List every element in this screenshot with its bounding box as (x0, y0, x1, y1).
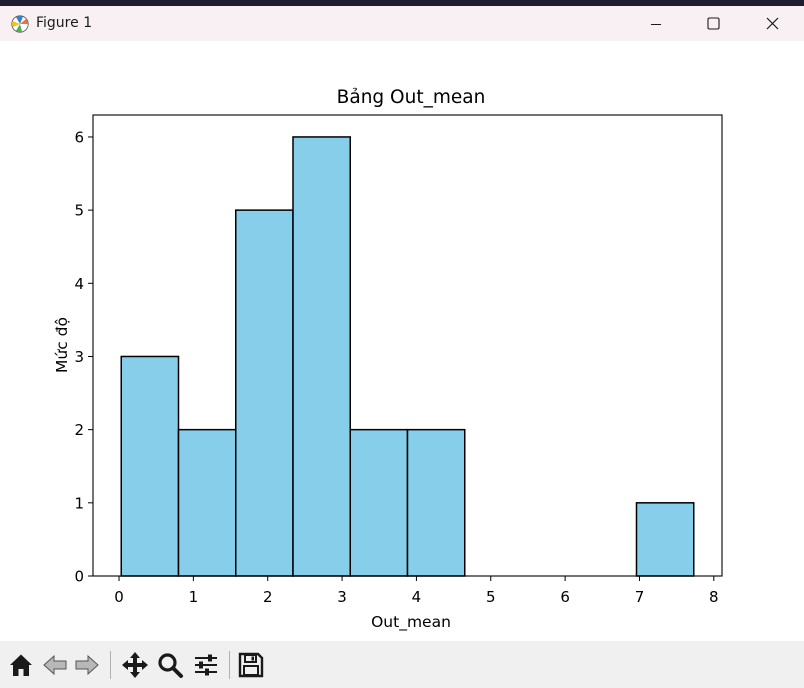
move-icon (122, 652, 148, 678)
x-tick-label: 0 (114, 588, 124, 606)
y-tick-label: 1 (74, 494, 84, 512)
toolbar-separator (229, 651, 230, 679)
navigation-toolbar (0, 641, 804, 688)
forward-button[interactable] (71, 649, 103, 681)
x-tick-label: 2 (263, 588, 273, 606)
x-tick-label: 1 (189, 588, 199, 606)
close-button[interactable] (743, 6, 801, 41)
background-editor-strip (0, 0, 804, 8)
y-tick-label: 4 (74, 275, 84, 293)
histogram-bar (406, 428, 466, 577)
close-icon (766, 17, 778, 30)
pan-button[interactable] (119, 649, 151, 681)
x-tick-label: 5 (486, 588, 496, 606)
toolbar-separator (110, 651, 111, 679)
window-titlebar[interactable]: Figure 1 (0, 6, 804, 41)
histogram-chart: Bảng Out_mean 0 1 2 3 4 5 6 7 8 0 1 2 3 4 5 6 Out_mean… (53, 87, 723, 632)
y-tick-label: 6 (74, 128, 84, 146)
forward-arrow-icon (75, 654, 99, 676)
back-arrow-icon (43, 654, 67, 676)
y-tick-label: 3 (74, 348, 84, 366)
y-tick-label: 5 (74, 202, 84, 220)
x-tick-label: 6 (560, 588, 570, 606)
figure-canvas[interactable]: Bảng Out_mean 0 1 2 3 4 5 6 7 8 0 1 2 3 4 5 6 Out_mean… (0, 41, 804, 641)
home-icon (10, 654, 32, 676)
sliders-icon (195, 654, 217, 676)
x-tick-label: 8 (709, 588, 719, 606)
minimize-icon (651, 23, 661, 25)
zoom-button[interactable] (154, 649, 186, 681)
y-axis-label: Mức độ (53, 317, 71, 373)
magnifier-icon (158, 653, 183, 678)
histogram-bar (349, 428, 409, 577)
histogram-bar (120, 355, 180, 577)
floppy-disk-icon (238, 652, 264, 678)
histogram-bar (235, 209, 294, 577)
back-button[interactable] (39, 649, 71, 681)
maximize-button[interactable] (684, 6, 742, 41)
matplotlib-logo-icon (11, 15, 29, 33)
maximize-icon (706, 17, 720, 30)
chart-title: Bảng Out_mean (337, 87, 486, 108)
histogram-bar (292, 136, 352, 577)
minimize-button[interactable] (627, 6, 685, 41)
histogram-bar (635, 502, 695, 577)
axes-frame (92, 114, 723, 577)
histogram-bar (177, 428, 237, 577)
y-tick-label: 2 (74, 421, 84, 439)
x-tick-label: 4 (412, 588, 422, 606)
configure-subplots-button[interactable] (190, 649, 222, 681)
x-tick-label: 3 (337, 588, 347, 606)
window-title: Figure 1 (36, 15, 93, 31)
save-button[interactable] (235, 649, 267, 681)
y-tick-label: 0 (74, 568, 84, 586)
x-tick-label: 7 (635, 588, 645, 606)
x-axis-label: Out_mean (371, 613, 451, 632)
home-button[interactable] (5, 649, 37, 681)
